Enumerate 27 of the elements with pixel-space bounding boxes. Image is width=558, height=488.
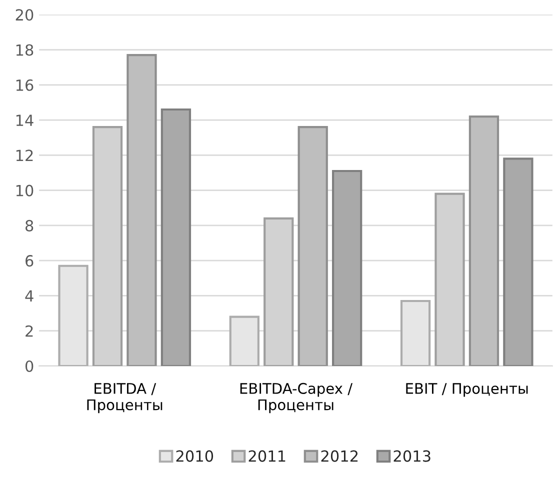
y-tick-label: 18 xyxy=(16,44,34,56)
legend-label: 2011 xyxy=(248,450,286,462)
x-tick-label: EBITDA / Проценты xyxy=(87,383,162,414)
y-tick-label: 2 xyxy=(26,325,33,337)
bar xyxy=(229,316,260,366)
bar xyxy=(126,54,157,366)
y-tick-label: 0 xyxy=(25,360,34,372)
x-tick-label: EBITDA-Capex / Проценты xyxy=(240,382,353,414)
bar xyxy=(400,300,431,366)
bar xyxy=(468,115,500,366)
bar xyxy=(332,170,362,366)
bar xyxy=(58,264,88,366)
y-tick-label: 20 xyxy=(16,9,34,21)
y-tick-label: 12 xyxy=(16,150,33,161)
y-tick-label: 14 xyxy=(16,114,34,126)
y-tick-label: 16 xyxy=(16,79,34,91)
bar xyxy=(160,108,192,366)
y-tick-label: 4 xyxy=(25,290,34,302)
y-tick-label: 10 xyxy=(16,184,34,196)
bar xyxy=(503,158,534,366)
bar xyxy=(298,126,328,366)
legend-label: 2010 xyxy=(176,450,214,462)
y-tick-label: 8 xyxy=(26,220,34,232)
y-tick-label: 6 xyxy=(26,255,34,267)
x-tick-label: EBIT / Проценты xyxy=(406,383,528,397)
legend-label: 2013 xyxy=(394,450,430,462)
legend-label: 2012 xyxy=(321,450,358,462)
